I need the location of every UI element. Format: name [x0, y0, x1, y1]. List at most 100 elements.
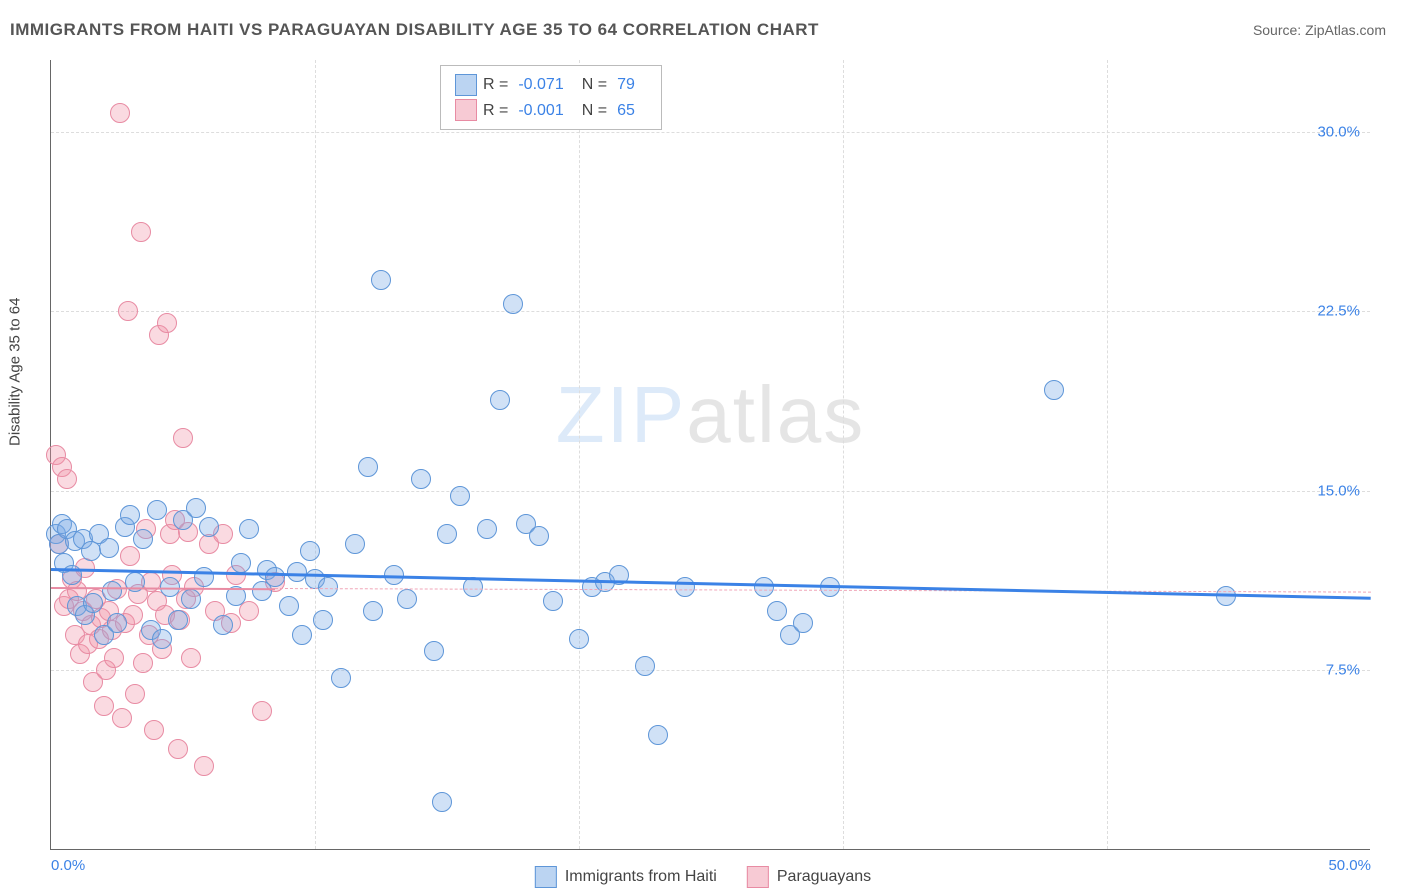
data-point — [371, 270, 391, 290]
legend-item: Immigrants from Haiti — [535, 866, 717, 888]
y-tick-label: 30.0% — [1317, 123, 1360, 140]
data-point — [477, 519, 497, 539]
watermark: ZIPatlas — [556, 369, 865, 461]
data-point — [437, 524, 457, 544]
r-label: R = — [483, 98, 508, 124]
data-point — [793, 613, 813, 633]
data-point — [450, 486, 470, 506]
data-point — [102, 581, 122, 601]
data-point — [194, 756, 214, 776]
plot-area: ZIPatlas 7.5%15.0%22.5%30.0%0.0%50.0% — [50, 60, 1370, 850]
stats-row: R = -0.001 N = 65 — [455, 98, 647, 124]
blue-swatch-icon — [535, 866, 557, 888]
chart-container: IMMIGRANTS FROM HAITI VS PARAGUAYAN DISA… — [0, 0, 1406, 892]
watermark-atlas: atlas — [686, 370, 865, 459]
correlation-stats-box: R = -0.071 N = 79 R = -0.001 N = 65 — [440, 65, 662, 130]
data-point — [231, 553, 251, 573]
data-point — [411, 469, 431, 489]
data-point — [397, 589, 417, 609]
legend-item: Paraguayans — [747, 866, 871, 888]
pink-swatch-icon — [455, 99, 477, 121]
data-point — [490, 390, 510, 410]
data-point — [331, 668, 351, 688]
data-point — [133, 653, 153, 673]
data-point — [313, 610, 333, 630]
data-point — [265, 567, 285, 587]
data-point — [186, 498, 206, 518]
data-point — [503, 294, 523, 314]
source-label: Source: — [1253, 22, 1301, 38]
data-point — [432, 792, 452, 812]
gridline-horizontal — [51, 670, 1370, 671]
gridline-vertical — [315, 60, 316, 849]
data-point — [173, 428, 193, 448]
stats-row: R = -0.071 N = 79 — [455, 72, 647, 98]
data-point — [345, 534, 365, 554]
r-value: -0.001 — [518, 98, 563, 124]
legend-label: Immigrants from Haiti — [565, 868, 717, 886]
data-point — [112, 708, 132, 728]
data-point — [83, 593, 103, 613]
regression-line — [51, 568, 1371, 600]
data-point — [292, 625, 312, 645]
n-label: N = — [582, 72, 607, 98]
data-point — [120, 546, 140, 566]
data-point — [675, 577, 695, 597]
data-point — [529, 526, 549, 546]
data-point — [648, 725, 668, 745]
data-point — [99, 538, 119, 558]
data-point — [94, 696, 114, 716]
data-point — [635, 656, 655, 676]
data-point — [1044, 380, 1064, 400]
data-point — [120, 505, 140, 525]
y-tick-label: 15.0% — [1317, 482, 1360, 499]
data-point — [118, 301, 138, 321]
data-point — [424, 641, 444, 661]
r-value: -0.071 — [518, 72, 563, 98]
n-value: 79 — [617, 72, 635, 98]
legend: Immigrants from Haiti Paraguayans — [535, 866, 871, 888]
data-point — [181, 589, 201, 609]
data-point — [252, 701, 272, 721]
data-point — [131, 222, 151, 242]
r-label: R = — [483, 72, 508, 98]
n-label: N = — [582, 98, 607, 124]
data-point — [104, 648, 124, 668]
data-point — [107, 613, 127, 633]
gridline-vertical — [843, 60, 844, 849]
data-point — [279, 596, 299, 616]
data-point — [213, 615, 233, 635]
data-point — [144, 720, 164, 740]
pink-swatch-icon — [747, 866, 769, 888]
legend-label: Paraguayans — [777, 868, 871, 886]
data-point — [168, 739, 188, 759]
gridline-horizontal — [51, 311, 1370, 312]
data-point — [110, 103, 130, 123]
data-point — [147, 500, 167, 520]
data-point — [300, 541, 320, 561]
data-point — [57, 469, 77, 489]
data-point — [569, 629, 589, 649]
x-tick-label: 50.0% — [1328, 857, 1371, 874]
y-axis-title: Disability Age 35 to 64 — [7, 298, 24, 446]
x-tick-label: 0.0% — [51, 857, 85, 874]
data-point — [358, 457, 378, 477]
blue-swatch-icon — [455, 74, 477, 96]
data-point — [125, 684, 145, 704]
gridline-horizontal — [51, 132, 1370, 133]
data-point — [199, 517, 219, 537]
chart-title: IMMIGRANTS FROM HAITI VS PARAGUAYAN DISA… — [10, 20, 819, 40]
data-point — [194, 567, 214, 587]
n-value: 65 — [617, 98, 635, 124]
source-value: ZipAtlas.com — [1305, 22, 1386, 38]
data-point — [767, 601, 787, 621]
gridline-horizontal — [51, 491, 1370, 492]
data-point — [168, 610, 188, 630]
data-point — [543, 591, 563, 611]
y-tick-label: 7.5% — [1326, 662, 1360, 679]
gridline-vertical — [579, 60, 580, 849]
data-point — [239, 519, 259, 539]
watermark-zip: ZIP — [556, 370, 686, 459]
data-point — [318, 577, 338, 597]
data-point — [152, 629, 172, 649]
